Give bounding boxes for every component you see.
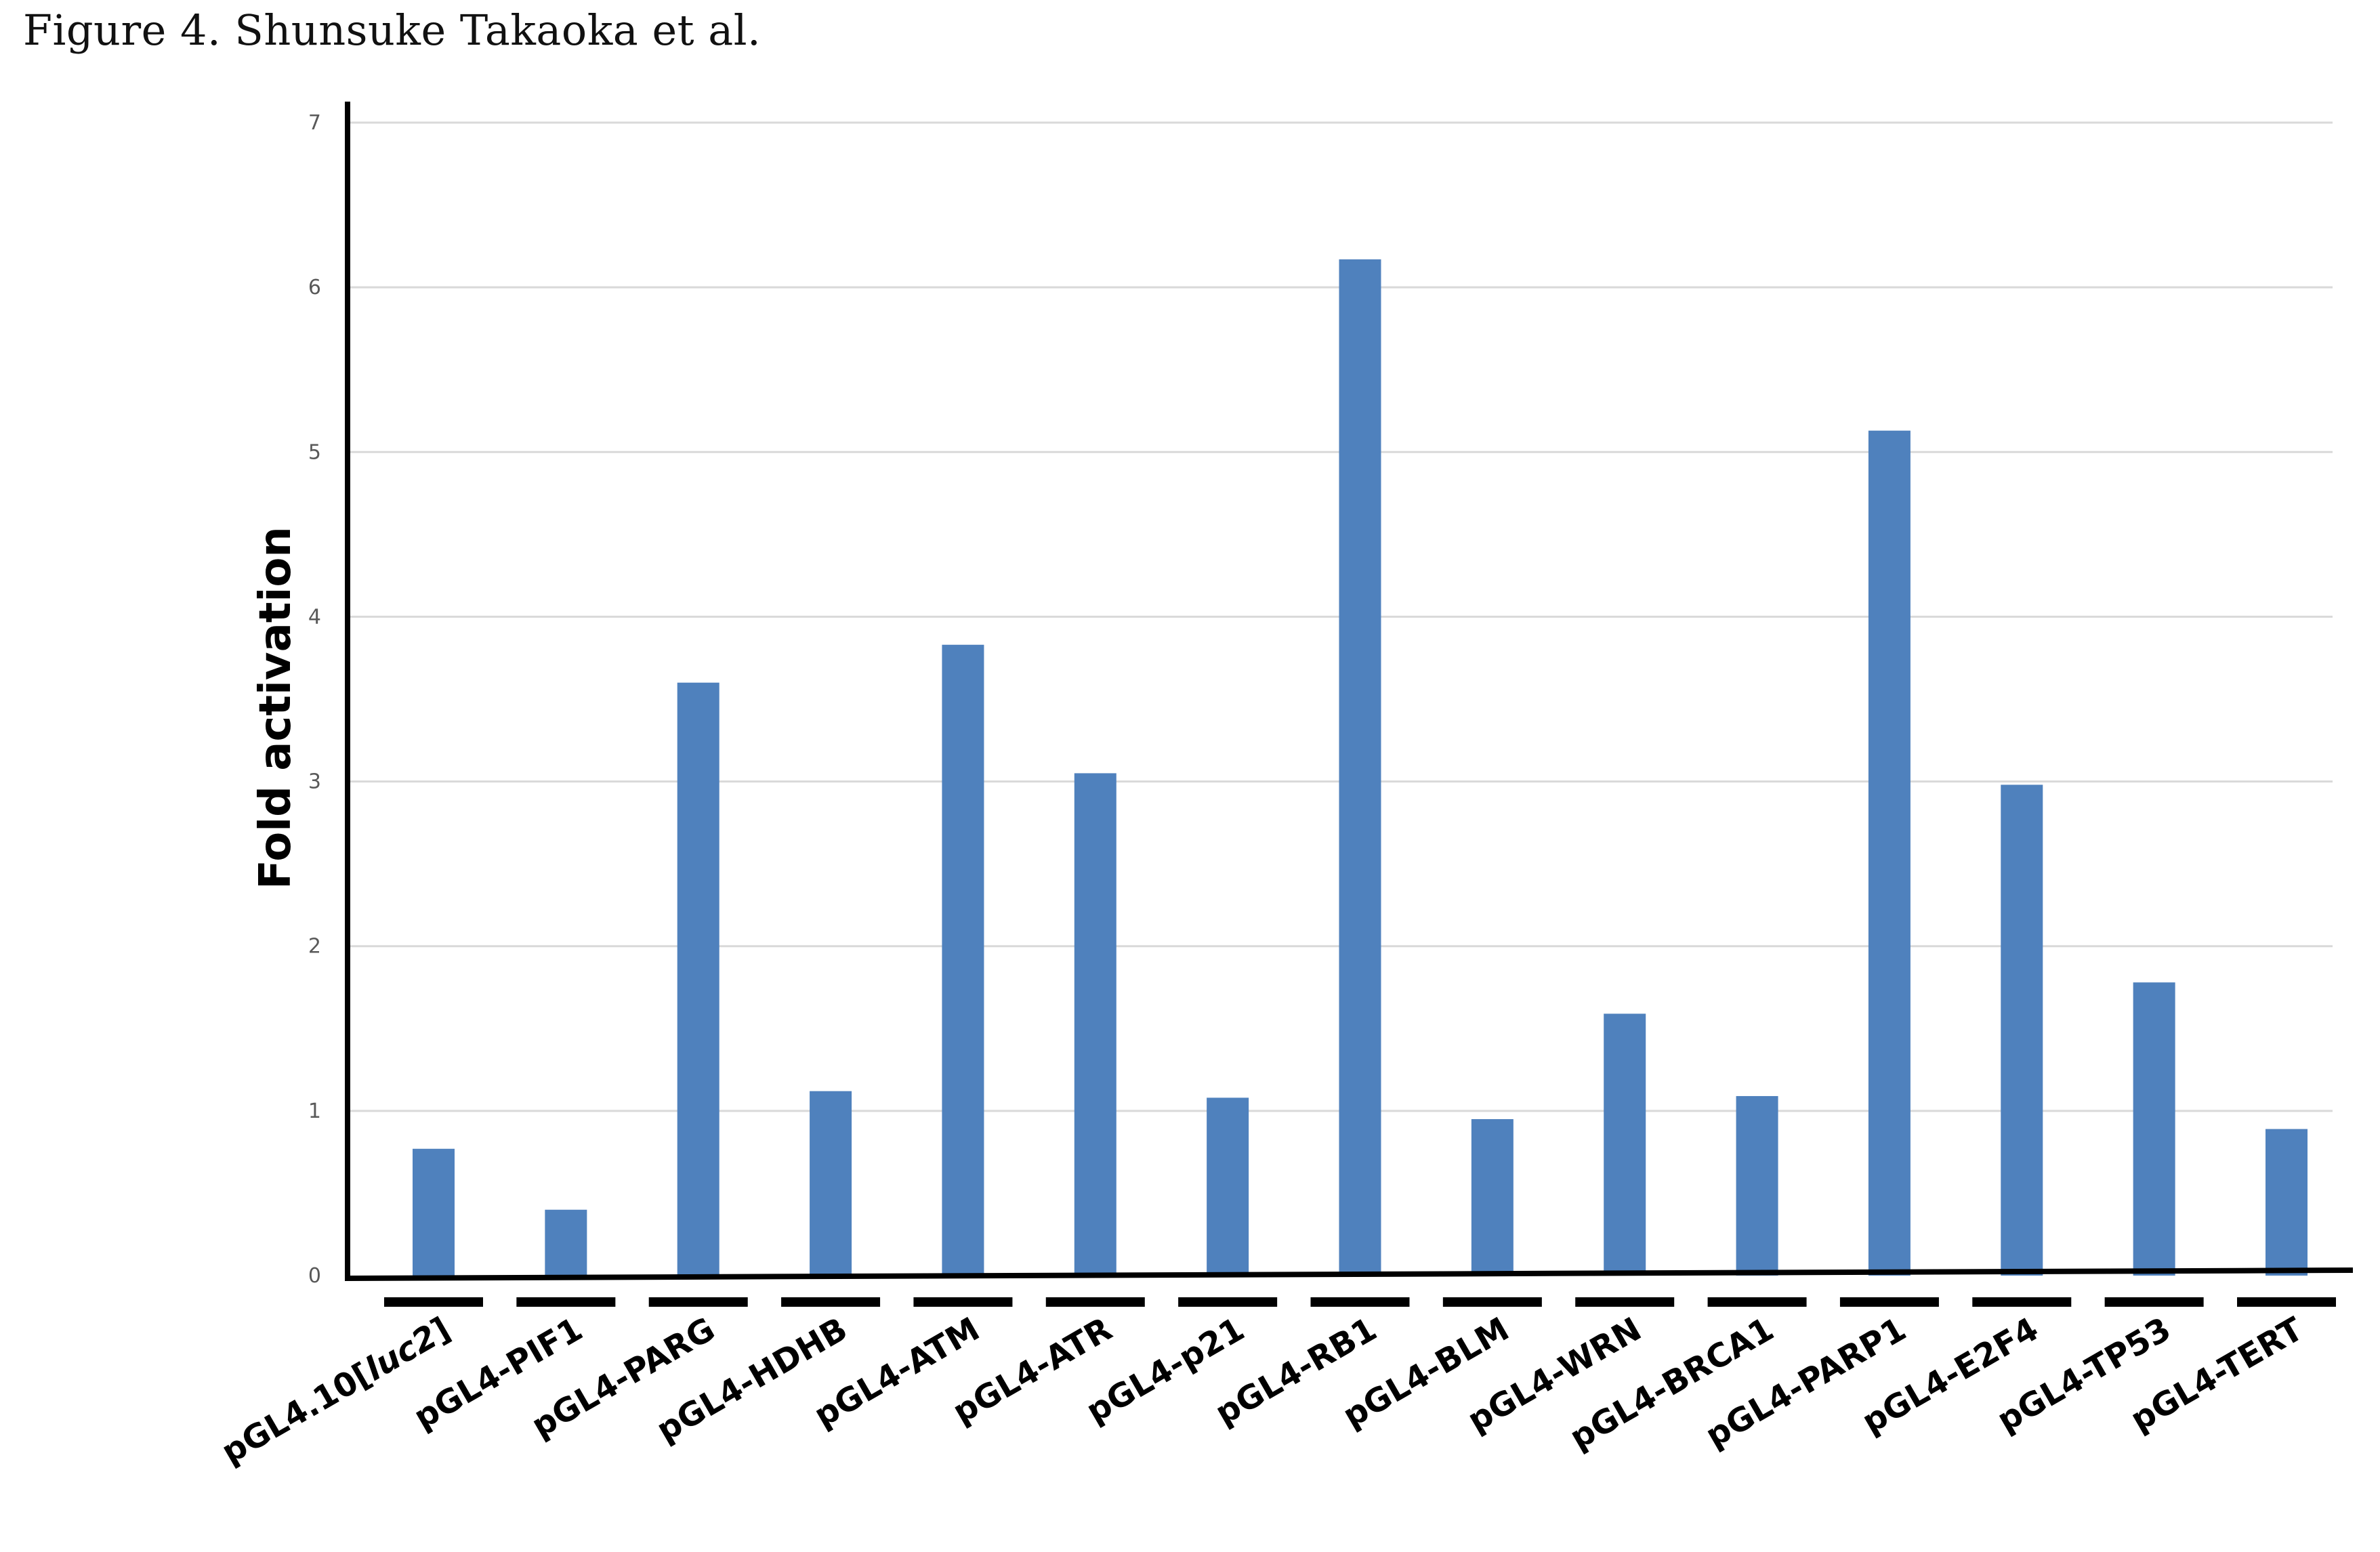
category-marker-pGL4-ATR <box>1045 1297 1145 1307</box>
y-tick-label-0: 0 <box>308 1264 321 1288</box>
figure-caption: Figure 4. Shunsuke Takaoka et al. <box>23 5 761 55</box>
bar-pGL4-ATM <box>942 644 984 1276</box>
category-marker-pGL4-HDHB <box>781 1297 881 1307</box>
y-axis-label: Fold activation <box>251 526 301 889</box>
bar-pGL4-RB1 <box>1339 259 1381 1276</box>
bar-pGL4-TERT <box>2266 1129 2308 1276</box>
category-marker-pGL4-TP53 <box>2104 1297 2204 1307</box>
category-marker-pGL4-PARP1 <box>1839 1297 1939 1307</box>
category-marker-pGL4.10[luc2] <box>384 1297 483 1307</box>
category-marker-pGL4-WRN <box>1575 1297 1675 1307</box>
y-tick-label-5: 5 <box>308 440 321 464</box>
bar-pGL4-WRN <box>1604 1013 1646 1276</box>
category-marker-pGL4-RB1 <box>1310 1297 1410 1307</box>
category-marker-pGL4-TERT <box>2237 1297 2336 1307</box>
category-marker-pGL4-PIF1 <box>516 1297 616 1307</box>
y-tick-label-3: 3 <box>308 770 321 794</box>
bar-pGL4-PARG <box>677 682 719 1276</box>
category-markers <box>384 1297 2336 1307</box>
bar-pGL4.10[luc2] <box>413 1148 455 1276</box>
axes <box>344 102 2354 1281</box>
category-marker-pGL4-ATM <box>913 1297 1013 1307</box>
y-tick-label-4: 4 <box>308 605 321 629</box>
bar-pGL4-BRCA1 <box>1736 1095 1778 1276</box>
y-tick-label-6: 6 <box>308 276 321 299</box>
bar-pGL4-PIF1 <box>545 1209 587 1276</box>
x-tick-labels: pGL4.10[luc2]pGL4-PIF1pGL4-PARGpGL4-HDHB… <box>215 1310 2310 1471</box>
bar-pGL4-HDHB <box>810 1091 852 1276</box>
bar-pGL4-E2F4 <box>2001 784 2043 1276</box>
category-marker-pGL4-E2F4 <box>1972 1297 2072 1307</box>
bar-pGL4-p21 <box>1207 1097 1249 1276</box>
category-marker-pGL4-BRCA1 <box>1707 1297 1807 1307</box>
bar-pGL4-BLM <box>1471 1119 1513 1276</box>
category-marker-pGL4-BLM <box>1442 1297 1542 1307</box>
bar-pGL4-ATR <box>1074 773 1116 1276</box>
bar-pGL4-PARP1 <box>1868 430 1911 1276</box>
category-marker-pGL4-p21 <box>1178 1297 1278 1307</box>
x-axis-line <box>344 1267 2354 1281</box>
y-tick-label-2: 2 <box>308 935 321 959</box>
bars <box>413 259 2308 1276</box>
x-tick-label-pGL4.10[luc2]: pGL4.10[luc2] <box>215 1310 457 1471</box>
y-tick-label-7: 7 <box>308 111 321 135</box>
category-marker-pGL4-PARG <box>648 1297 748 1307</box>
bar-pGL4-TP53 <box>2133 982 2175 1276</box>
y-tick-label-1: 1 <box>308 1099 321 1123</box>
y-tick-labels: 0 1 2 3 4 5 6 7 <box>308 111 321 1288</box>
